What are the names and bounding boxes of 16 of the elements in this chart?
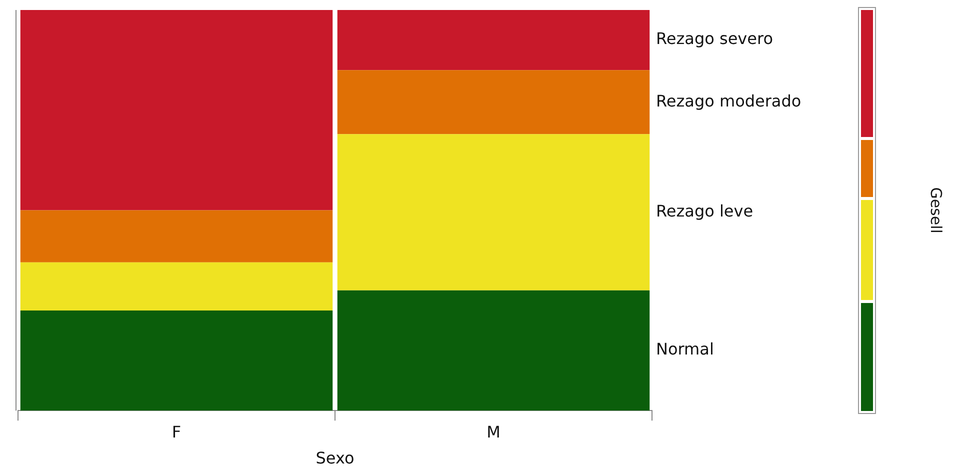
series-label: Rezago moderado bbox=[656, 91, 802, 110]
bar bbox=[20, 10, 333, 210]
bar bbox=[337, 70, 650, 134]
bar bbox=[20, 310, 333, 411]
bar bbox=[20, 210, 333, 262]
legend-title: Gesell bbox=[927, 187, 946, 234]
bar bbox=[20, 262, 333, 310]
x-tick-label: M bbox=[486, 422, 500, 442]
series-label: Rezago severo bbox=[656, 29, 773, 48]
bar bbox=[337, 134, 650, 290]
series-label: Rezago leve bbox=[656, 201, 754, 220]
series-label: Normal bbox=[656, 340, 714, 359]
bar bbox=[337, 10, 650, 70]
bar bbox=[337, 290, 650, 411]
x-axis-title: Sexo bbox=[316, 448, 354, 468]
x-tick-label: F bbox=[172, 422, 182, 442]
